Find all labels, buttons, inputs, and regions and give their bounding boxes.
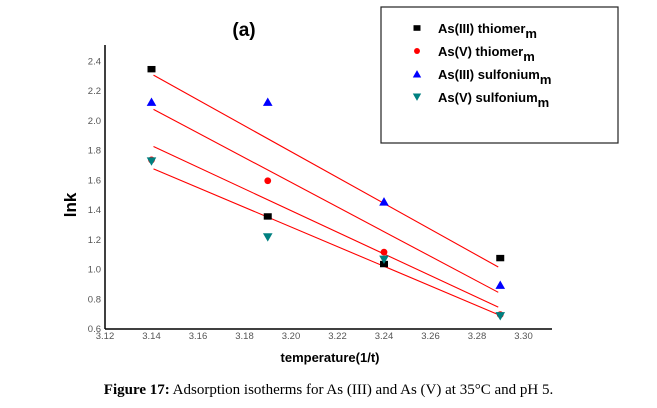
fit-line-1	[153, 74, 499, 268]
legend-label: As(III) thiomerm	[438, 21, 537, 41]
x-tick-label: 3.24	[375, 331, 394, 342]
data-point-square	[263, 213, 272, 220]
x-tick-label: 3.22	[328, 331, 347, 342]
data-points	[146, 65, 506, 321]
x-tick-label: 3.14	[142, 331, 161, 342]
data-point-circle	[380, 248, 388, 256]
data-point-triangle-down	[495, 312, 506, 321]
y-tick-label: 1.8	[88, 146, 101, 157]
x-tick-label: 3.26	[421, 331, 440, 342]
data-point-triangle-down	[146, 157, 157, 166]
legend: As(III) thiomerm As(V) thiomerm As(III) su…	[380, 6, 619, 144]
data-point-triangle-up	[146, 97, 157, 106]
y-tick-label: 2.4	[88, 56, 101, 67]
data-point-square	[496, 254, 505, 262]
y-tick-label: 1.4	[88, 205, 101, 216]
y-tick-labels: 0.6 0.8 1.0 1.2 1.4 1.6 1.8 2.0 2.2 2.4	[88, 56, 101, 335]
figure-caption: Figure 17: Adsorption isotherms for As (…	[0, 382, 657, 399]
x-tick-label: 3.30	[514, 331, 533, 342]
fit-line-2	[153, 108, 499, 293]
legend-label: As(III) sulfoniumm	[438, 67, 551, 87]
y-tick-label: 1.6	[88, 175, 101, 186]
legend-label: As(V) thiomerm	[438, 44, 535, 64]
y-tick-label: 2.2	[88, 86, 101, 97]
data-point-triangle-up	[262, 97, 273, 106]
x-axis-label: temperature(1/t)	[281, 350, 380, 365]
data-point-triangle-up	[379, 197, 389, 206]
legend-marker-square	[413, 25, 421, 31]
caption-label: Figure 17:	[103, 382, 170, 398]
x-tick-label: 3.18	[235, 331, 254, 342]
x-tick-label: 3.28	[468, 331, 487, 342]
x-tick-label: 3.20	[282, 331, 301, 342]
data-point-square	[380, 260, 388, 268]
chart-title: (a)	[232, 20, 255, 41]
y-axis-label: lnk	[61, 192, 80, 217]
y-tick-label: 1.2	[88, 235, 101, 246]
chart: 0.60.81.01.21.41.61.82.02.22.4 3.12 3.14 3…	[61, 6, 619, 365]
fit-line-4	[153, 168, 499, 316]
y-tick-label: 0.8	[88, 294, 101, 305]
data-point-square	[147, 65, 156, 73]
caption-text: Adsorption isotherms for As (III) and As…	[169, 382, 554, 398]
data-point-circle	[264, 177, 272, 185]
x-tick-labels: 3.12 3.14 3.16 3.18 3.20 3.22 3.24 3.26 3.28 3.30	[96, 331, 533, 342]
legend-marker-triangle-down	[412, 93, 422, 101]
legend-marker-triangle-up	[412, 70, 422, 78]
fit-line-3	[153, 146, 499, 308]
y-tick-label: 1.0	[88, 265, 101, 276]
axes	[104, 45, 552, 330]
data-point-triangle-up	[495, 280, 506, 289]
fit-lines	[153, 74, 499, 316]
legend-box	[380, 6, 619, 144]
data-point-triangle-down	[262, 233, 273, 242]
x-tick-label: 3.16	[189, 331, 208, 342]
legend-marker-circle	[414, 48, 420, 54]
legend-label: As(V) sulfoniumm	[438, 90, 549, 110]
y-tick-label: 0.6	[88, 324, 101, 335]
y-tick-label: 2.0	[88, 116, 101, 127]
data-point-triangle-down	[379, 255, 389, 264]
x-tick-label: 3.12	[96, 331, 115, 342]
